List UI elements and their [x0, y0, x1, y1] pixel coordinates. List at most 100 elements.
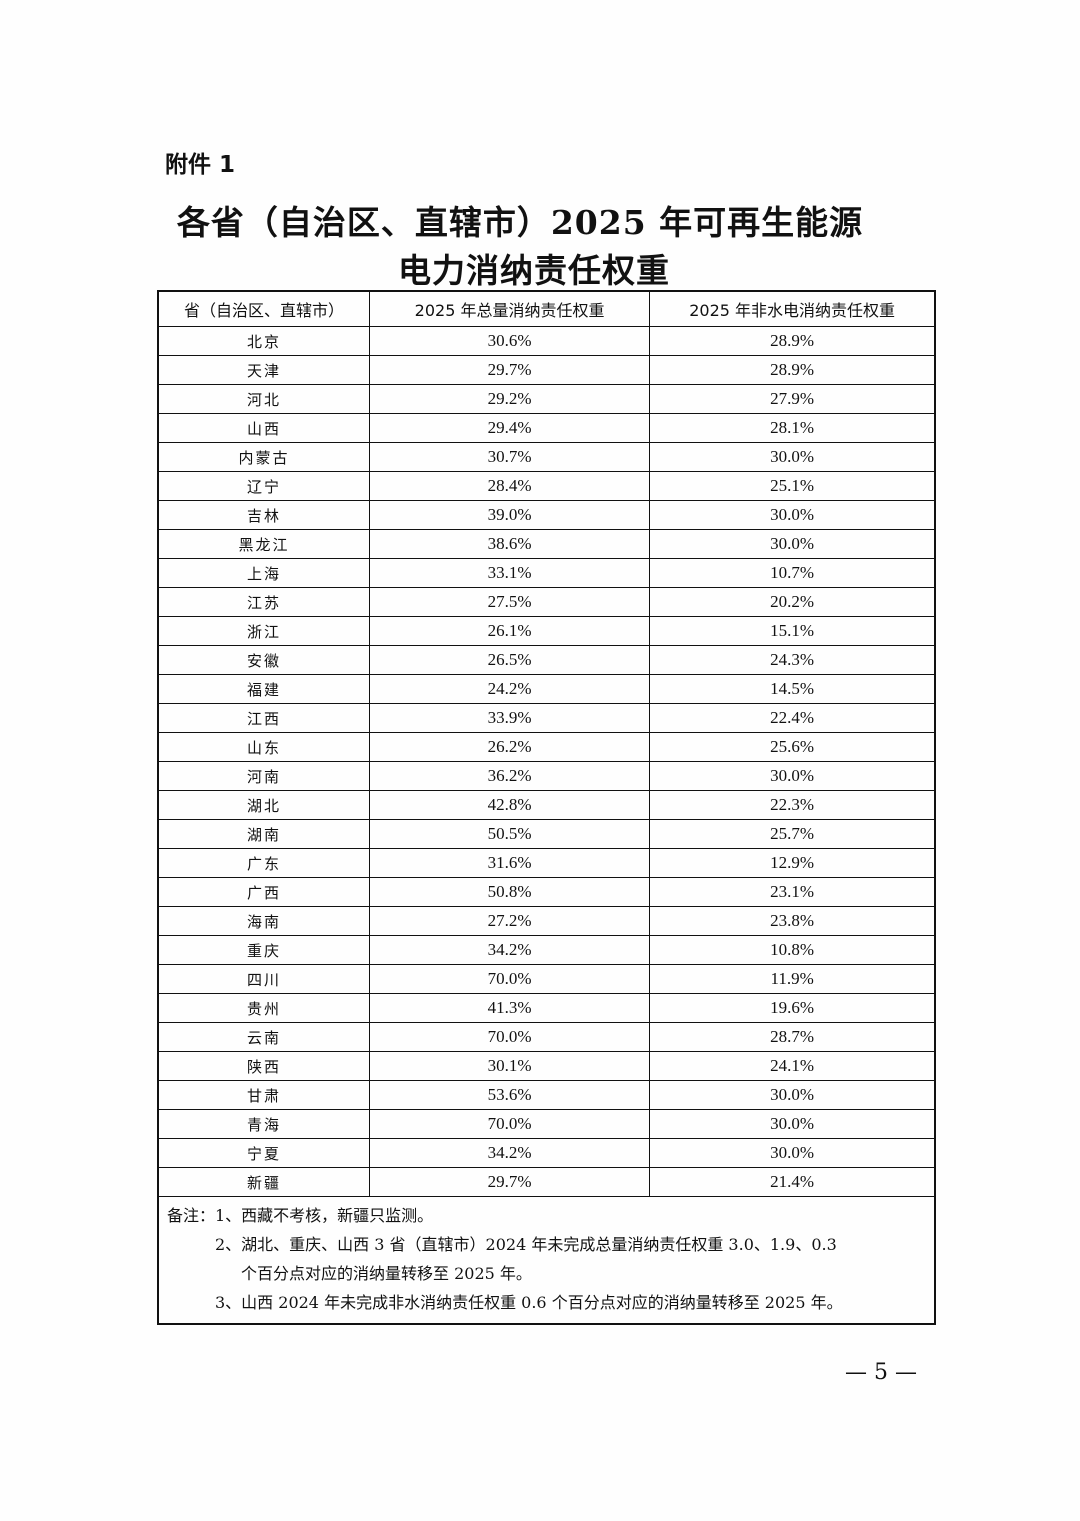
province-cell: 云南	[157, 1022, 370, 1052]
province-cell: 广西	[157, 877, 370, 907]
province-cell: 上海	[157, 558, 370, 588]
total-weight-cell: 36.2%	[368, 761, 651, 791]
total-weight-cell: 70.0%	[368, 964, 651, 994]
nonhydro-weight-cell: 25.1%	[649, 471, 936, 501]
province-cell: 湖南	[157, 819, 370, 849]
table-row: 新疆 29.7% 21.4%	[157, 1167, 936, 1197]
note-1: 备注：1、西藏不考核，新疆只监测。	[167, 1206, 434, 1225]
nonhydro-weight-cell: 22.3%	[649, 790, 936, 820]
province-cell: 湖北	[157, 790, 370, 820]
nonhydro-weight-cell: 28.1%	[649, 413, 936, 443]
nonhydro-weight-cell: 12.9%	[649, 848, 936, 878]
table-row: 福建 24.2% 14.5%	[157, 674, 936, 704]
total-weight-cell: 30.6%	[368, 326, 651, 356]
nonhydro-weight-cell: 23.8%	[649, 906, 936, 936]
table-row: 天津 29.7% 28.9%	[157, 355, 936, 385]
total-weight-cell: 39.0%	[368, 500, 651, 530]
province-cell: 吉林	[157, 500, 370, 530]
nonhydro-weight-cell: 30.0%	[649, 1109, 936, 1139]
notes-row: 备注：1、西藏不考核，新疆只监测。 2、湖北、重庆、山西 3 省（直辖市）202…	[157, 1196, 936, 1325]
table-row: 海南 27.2% 23.8%	[157, 906, 936, 936]
page-title-line1: 各省（自治区、直辖市）2025 年可再生能源	[176, 203, 864, 242]
province-cell: 天津	[157, 355, 370, 385]
total-weight-cell: 31.6%	[368, 848, 651, 878]
province-cell: 宁夏	[157, 1138, 370, 1168]
table-row: 湖北 42.8% 22.3%	[157, 790, 936, 820]
total-weight-cell: 70.0%	[368, 1109, 651, 1139]
total-weight-cell: 26.1%	[368, 616, 651, 646]
province-cell: 北京	[157, 326, 370, 356]
province-cell: 陕西	[157, 1051, 370, 1081]
table-row: 浙江 26.1% 15.1%	[157, 616, 936, 646]
province-cell: 重庆	[157, 935, 370, 965]
nonhydro-weight-cell: 30.0%	[649, 529, 936, 559]
header-total-weight: 2025 年总量消纳责任权重	[368, 290, 651, 327]
province-cell: 江西	[157, 703, 370, 733]
table-row: 陕西 30.1% 24.1%	[157, 1051, 936, 1081]
province-cell: 河北	[157, 384, 370, 414]
table-row: 湖南 50.5% 25.7%	[157, 819, 936, 849]
nonhydro-weight-cell: 28.9%	[649, 355, 936, 385]
province-cell: 黑龙江	[157, 529, 370, 559]
table-row: 云南 70.0% 28.7%	[157, 1022, 936, 1052]
total-weight-cell: 29.4%	[368, 413, 651, 443]
table-row: 内蒙古 30.7% 30.0%	[157, 442, 936, 472]
total-weight-cell: 30.7%	[368, 442, 651, 472]
province-cell: 内蒙古	[157, 442, 370, 472]
header-nonhydro-weight: 2025 年非水电消纳责任权重	[649, 290, 936, 327]
table-row: 山西 29.4% 28.1%	[157, 413, 936, 443]
table-row: 重庆 34.2% 10.8%	[157, 935, 936, 965]
province-cell: 四川	[157, 964, 370, 994]
attachment-label: 附件 1	[165, 152, 236, 178]
table-row: 甘肃 53.6% 30.0%	[157, 1080, 936, 1110]
total-weight-cell: 41.3%	[368, 993, 651, 1023]
nonhydro-weight-cell: 10.7%	[649, 558, 936, 588]
nonhydro-weight-cell: 25.7%	[649, 819, 936, 849]
nonhydro-weight-cell: 20.2%	[649, 587, 936, 617]
nonhydro-weight-cell: 22.4%	[649, 703, 936, 733]
table-row: 河南 36.2% 30.0%	[157, 761, 936, 791]
total-weight-cell: 33.1%	[368, 558, 651, 588]
province-cell: 海南	[157, 906, 370, 936]
nonhydro-weight-cell: 23.1%	[649, 877, 936, 907]
total-weight-cell: 27.5%	[368, 587, 651, 617]
nonhydro-weight-cell: 25.6%	[649, 732, 936, 762]
table-row: 山东 26.2% 25.6%	[157, 732, 936, 762]
page-number: — 5 —	[845, 1360, 917, 1385]
total-weight-cell: 26.2%	[368, 732, 651, 762]
nonhydro-weight-cell: 28.7%	[649, 1022, 936, 1052]
province-cell: 甘肃	[157, 1080, 370, 1110]
total-weight-cell: 38.6%	[368, 529, 651, 559]
province-cell: 山西	[157, 413, 370, 443]
total-weight-cell: 26.5%	[368, 645, 651, 675]
total-weight-cell: 34.2%	[368, 935, 651, 965]
province-cell: 安徽	[157, 645, 370, 675]
nonhydro-weight-cell: 24.1%	[649, 1051, 936, 1081]
nonhydro-weight-cell: 30.0%	[649, 1080, 936, 1110]
nonhydro-weight-cell: 30.0%	[649, 500, 936, 530]
note-3: 3、山西 2024 年未完成非水消纳责任权重 0.6 个百分点对应的消纳量转移至…	[215, 1293, 843, 1312]
province-cell: 山东	[157, 732, 370, 762]
province-cell: 浙江	[157, 616, 370, 646]
table-row: 四川 70.0% 11.9%	[157, 964, 936, 994]
total-weight-cell: 50.5%	[368, 819, 651, 849]
nonhydro-weight-cell: 24.3%	[649, 645, 936, 675]
total-weight-cell: 42.8%	[368, 790, 651, 820]
table-row: 黑龙江 38.6% 30.0%	[157, 529, 936, 559]
notes: 备注：1、西藏不考核，新疆只监测。 2、湖北、重庆、山西 3 省（直辖市）202…	[157, 1196, 936, 1325]
nonhydro-weight-cell: 30.0%	[649, 761, 936, 791]
nonhydro-weight-cell: 15.1%	[649, 616, 936, 646]
nonhydro-weight-cell: 10.8%	[649, 935, 936, 965]
table-row: 河北 29.2% 27.9%	[157, 384, 936, 414]
nonhydro-weight-cell: 19.6%	[649, 993, 936, 1023]
table-row: 辽宁 28.4% 25.1%	[157, 471, 936, 501]
nonhydro-weight-cell: 30.0%	[649, 1138, 936, 1168]
total-weight-cell: 70.0%	[368, 1022, 651, 1052]
page-title-line2: 电力消纳责任权重	[398, 251, 670, 290]
province-cell: 江苏	[157, 587, 370, 617]
nonhydro-weight-cell: 28.9%	[649, 326, 936, 356]
table-header-row: 省（自治区、直辖市） 2025 年总量消纳责任权重 2025 年非水电消纳责任权…	[157, 290, 936, 327]
province-cell: 河南	[157, 761, 370, 791]
table-row: 江苏 27.5% 20.2%	[157, 587, 936, 617]
